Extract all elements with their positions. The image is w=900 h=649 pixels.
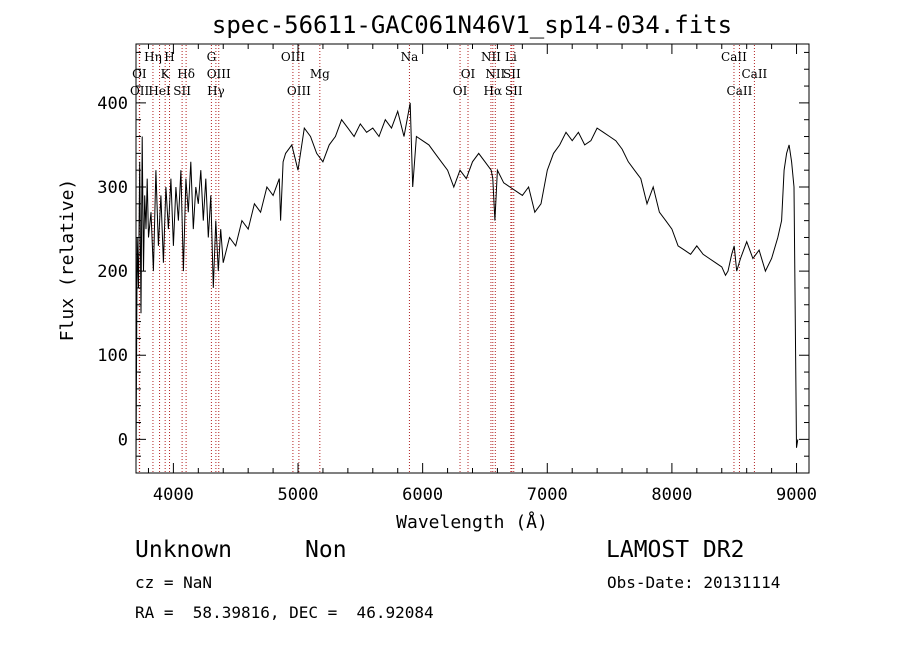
marker-label: Hδ: [177, 67, 195, 81]
sky-coordinates: RA = 58.39816, DEC = 46.92084: [135, 603, 434, 622]
marker-label: OII: [130, 84, 150, 98]
marker-label: NII: [481, 50, 501, 64]
marker-label: Hγ: [207, 84, 225, 98]
object-type: Unknown: [135, 537, 232, 563]
plot-frame: [135, 43, 810, 474]
marker-label: OI: [461, 67, 476, 81]
x-axis-ticks: 4000 5000 6000 7000 8000 9000: [147, 44, 817, 505]
x-tick-label: 5000: [278, 485, 319, 505]
marker-label: Li: [505, 50, 517, 64]
y-axis-label: Flux (relative): [57, 179, 78, 342]
spectral-line-markers: [138, 45, 755, 472]
marker-label: CaII: [727, 84, 753, 98]
y-tick-label: 0: [118, 430, 128, 450]
y-tick-label: 100: [97, 346, 128, 366]
marker-label: SII: [505, 84, 523, 98]
marker-label: K: [161, 67, 171, 81]
marker-label: H: [164, 50, 174, 64]
y-axis-ticks: 0 100 200 300 400: [97, 51, 809, 457]
marker-label: SII: [503, 67, 521, 81]
marker-label: OI: [453, 84, 468, 98]
marker-label: OIII: [287, 84, 311, 98]
x-tick-label: 6000: [402, 485, 443, 505]
x-axis-label: Wavelength (Å): [396, 511, 548, 533]
y-tick-label: 300: [97, 178, 128, 198]
x-tick-label: 7000: [527, 485, 568, 505]
y-tick-label: 400: [97, 94, 128, 114]
survey-name: LAMOST DR2: [606, 537, 745, 563]
marker-label: Mg: [310, 67, 330, 81]
marker-label: SII: [173, 84, 191, 98]
marker-label: OI: [132, 67, 147, 81]
marker-label: G: [207, 50, 217, 64]
marker-label: OIII: [281, 50, 305, 64]
object-subclass: Non: [305, 537, 347, 563]
x-tick-label: 9000: [776, 485, 817, 505]
redshift-cz: cz = NaN: [135, 573, 213, 592]
marker-label: OIII: [207, 67, 231, 81]
marker-label: HeI: [148, 84, 171, 98]
observation-date: Obs-Date: 20131114: [607, 573, 781, 592]
marker-label: Hη: [144, 50, 162, 64]
spectrum-series-line: [135, 102, 799, 465]
marker-label: CaII: [721, 50, 747, 64]
chart-title: spec-56611-GAC061N46V1_sp14-034.fits: [212, 11, 732, 39]
spectral-line-labels: OI OII Hη HeI KH SII Hδ G OIII Hγ OIII OIII Mg Na OI OI…: [130, 50, 768, 98]
marker-label: CaII: [741, 67, 767, 81]
x-tick-label: 8000: [651, 485, 692, 505]
y-tick-label: 200: [97, 262, 128, 282]
x-tick-label: 4000: [153, 485, 194, 505]
marker-label: Hα: [484, 84, 503, 98]
marker-label: NII: [485, 67, 505, 81]
marker-label: Na: [401, 50, 419, 64]
